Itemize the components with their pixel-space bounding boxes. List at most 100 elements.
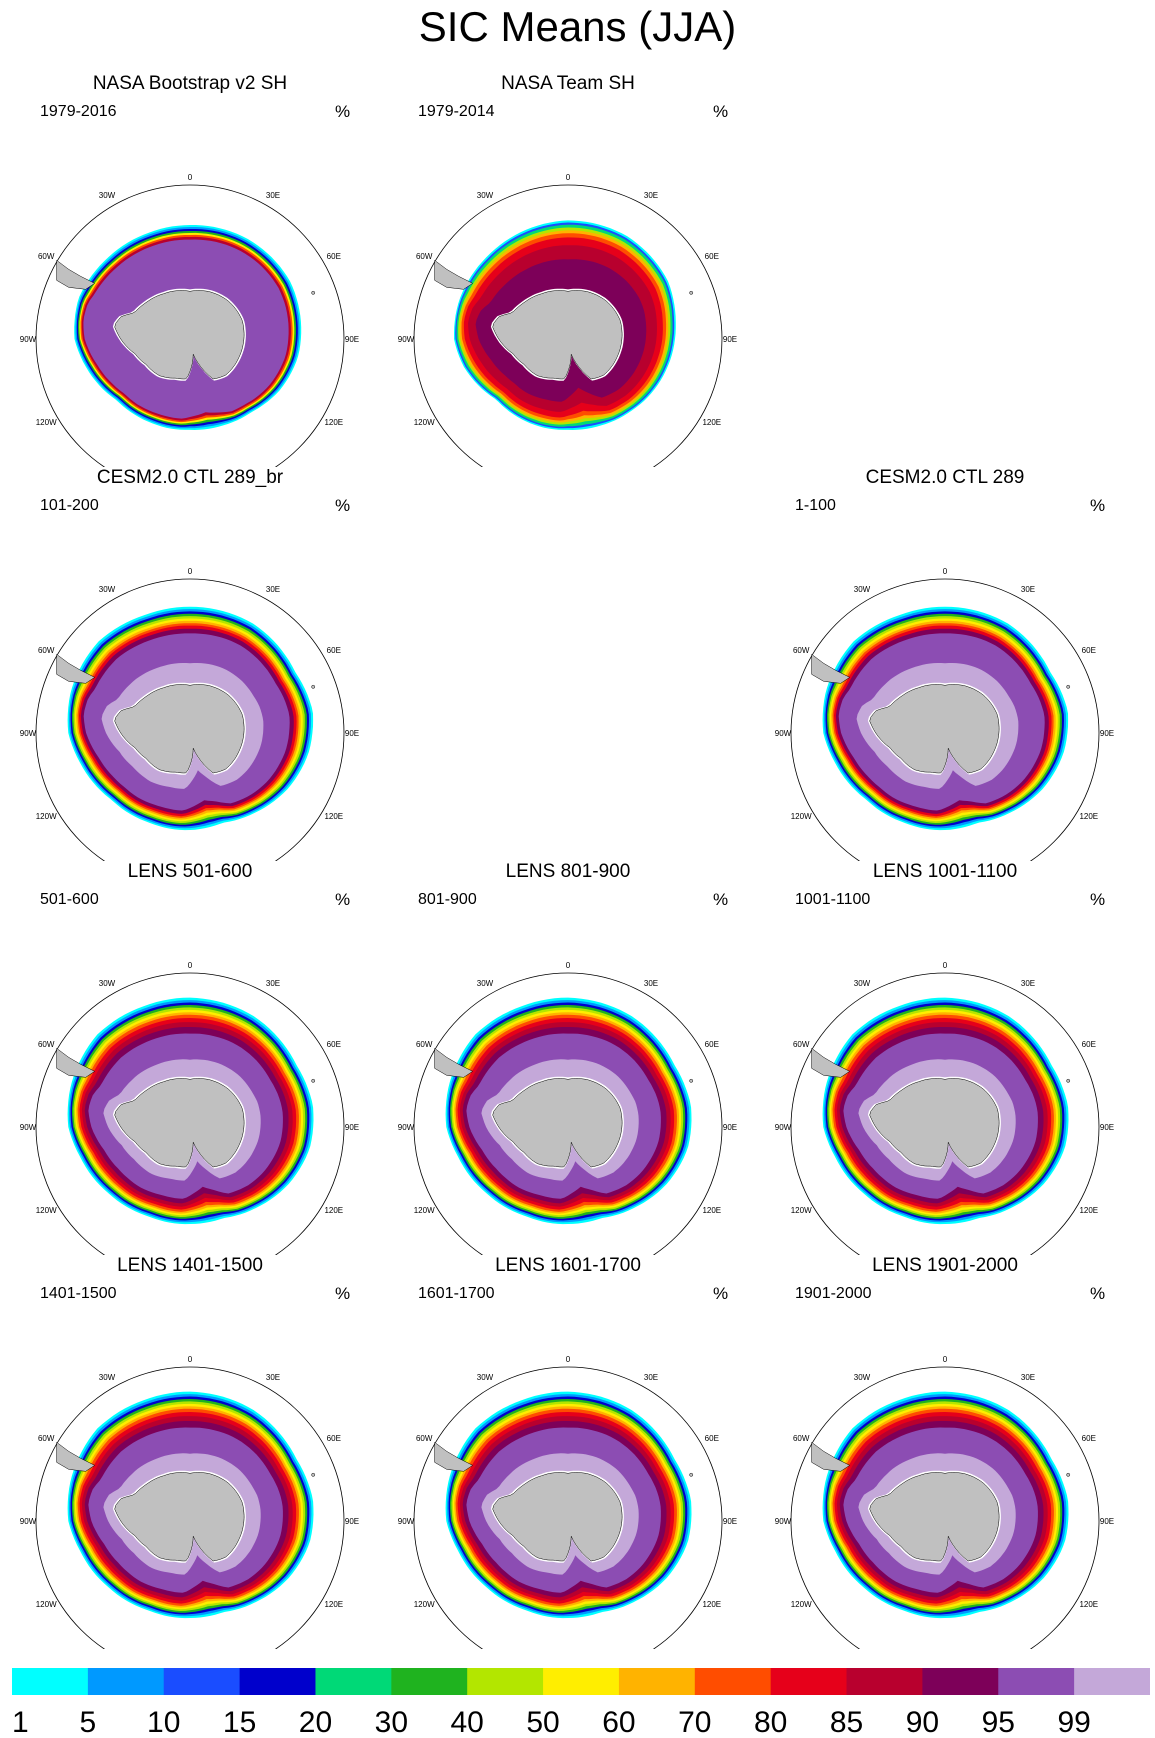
lon-label: 30E: [644, 979, 658, 988]
colorbar-tick-label: 90: [906, 1706, 939, 1738]
panel-cesm-289: 030E60E90E120E150E180150W120W90W60W30W C…: [755, 466, 1135, 861]
lon-label: 30W: [477, 1373, 494, 1382]
lon-label: 90W: [775, 729, 792, 738]
south-america-tip: [56, 653, 96, 684]
colorbar-swatch: [12, 1668, 89, 1695]
antarctica: [492, 1078, 623, 1168]
south-america-tip: [811, 1441, 851, 1472]
colorbar-swatch: [846, 1668, 923, 1695]
sic-map: 030E60E90E120E150E180150W120W90W60W30W: [398, 961, 737, 1255]
colorbar-tick-label: 5: [80, 1706, 97, 1738]
lon-label: 120W: [791, 1600, 812, 1609]
south-america-tip: [811, 653, 851, 684]
island: [311, 1472, 316, 1477]
antarctica: [869, 684, 1000, 774]
lon-label: 60E: [327, 1434, 341, 1443]
colorbar-swatch: [1074, 1668, 1150, 1695]
lon-label: 60W: [416, 1434, 433, 1443]
island: [311, 290, 316, 295]
colorbar-tick-label: 60: [602, 1706, 635, 1738]
sic-map: 030E60E90E120E150E180150W120W90W60W30W: [398, 173, 737, 467]
panel-title: LENS 501-600: [127, 861, 253, 882]
lon-label: 60E: [1082, 646, 1096, 655]
lon-label: 30E: [644, 1373, 658, 1382]
panel-unit: %: [713, 890, 729, 909]
lon-label: 30E: [1021, 1373, 1035, 1382]
sic-map: 030E60E90E120E150E180150W120W90W60W30W: [775, 567, 1114, 861]
lon-label: 90W: [20, 729, 37, 738]
lon-label: 0: [943, 1355, 948, 1364]
lon-label: 120W: [36, 1206, 57, 1215]
lon-label: 90E: [345, 729, 359, 738]
panel-unit: %: [335, 1284, 351, 1303]
panel-nasa-team: 030E60E90E120E150E180150W120W90W60W30W N…: [378, 72, 758, 467]
panel-period: 801-900: [418, 891, 477, 908]
island: [1066, 1078, 1071, 1083]
lon-label: 120E: [324, 1206, 343, 1215]
panel-title: LENS 1601-1700: [495, 1255, 641, 1276]
colorbar-swatch: [239, 1668, 316, 1695]
lon-label: 120W: [36, 418, 57, 427]
antarctica: [492, 1472, 623, 1562]
lon-label: 120E: [1079, 1206, 1098, 1215]
colorbar-swatch: [391, 1668, 468, 1695]
lon-label: 120W: [791, 812, 812, 821]
lon-label: 90E: [723, 1517, 737, 1526]
lon-label: 90W: [20, 1123, 37, 1132]
panel-unit: %: [713, 102, 729, 121]
lon-label: 90W: [20, 335, 37, 344]
lon-label: 90E: [345, 1123, 359, 1132]
panel-period: 501-600: [40, 891, 99, 908]
lon-label: 90E: [1100, 729, 1114, 738]
lon-label: 120E: [702, 418, 721, 427]
colorbar-swatch: [163, 1668, 240, 1695]
sic-map: 030E60E90E120E150E180150W120W90W60W30W: [20, 1355, 359, 1649]
lon-label: 90E: [723, 1123, 737, 1132]
lon-label: 120W: [36, 812, 57, 821]
lon-label: 60E: [327, 646, 341, 655]
antarctica: [114, 684, 245, 774]
lon-label: 30W: [854, 979, 871, 988]
panel-unit: %: [713, 1284, 729, 1303]
lon-label: 120W: [414, 418, 435, 427]
lon-label: 60E: [705, 1040, 719, 1049]
colorbar-tick-label: 40: [451, 1706, 484, 1738]
colorbar-tick-label: 50: [526, 1706, 559, 1738]
lon-label: 30W: [854, 1373, 871, 1382]
colorbar-swatch: [467, 1668, 544, 1695]
lon-label: 120W: [791, 1206, 812, 1215]
south-america-tip: [56, 1047, 96, 1078]
south-america-tip: [811, 1047, 851, 1078]
panel-title: CESM2.0 CTL 289_br: [96, 467, 284, 488]
sic-map: 030E60E90E120E150E180150W120W90W60W30W: [775, 1355, 1114, 1649]
colorbar-swatch: [998, 1668, 1075, 1695]
lon-label: 90W: [775, 1123, 792, 1132]
lon-label: 90W: [20, 1517, 37, 1526]
lon-label: 60W: [38, 1040, 55, 1049]
panel-title: NASA Team SH: [501, 73, 635, 94]
colorbar-swatch: [87, 1668, 165, 1695]
lon-label: 0: [188, 567, 193, 576]
lon-label: 30E: [644, 191, 658, 200]
lon-label: 0: [188, 1355, 193, 1364]
lon-label: 60W: [793, 1434, 810, 1443]
island: [689, 290, 694, 295]
panel-period: 1979-2016: [40, 103, 117, 120]
island: [1066, 684, 1071, 689]
south-america-tip: [434, 1047, 474, 1078]
panel-lens-1901: 030E60E90E120E150E180150W120W90W60W30W L…: [755, 1254, 1135, 1649]
antarctica: [869, 1078, 1000, 1168]
panel-cesm-br: 030E60E90E120E150E180150W120W90W60W30W C…: [0, 466, 380, 861]
island: [311, 1078, 316, 1083]
sic-map: 030E60E90E120E150E180150W120W90W60W30W: [775, 961, 1114, 1255]
panel-lens-1401: 030E60E90E120E150E180150W120W90W60W30W L…: [0, 1254, 380, 1649]
lon-label: 120E: [324, 1600, 343, 1609]
panel-nasa-bootstrap: 030E60E90E120E150E180150W120W90W60W30W N…: [0, 72, 380, 467]
lon-label: 120E: [702, 1600, 721, 1609]
lon-label: 60W: [793, 646, 810, 655]
lon-label: 90E: [345, 1517, 359, 1526]
colorbar-tick-label: 30: [375, 1706, 408, 1738]
panel-unit: %: [1090, 890, 1106, 909]
colorbar-swatch: [694, 1668, 772, 1695]
colorbar-swatch: [922, 1668, 999, 1695]
